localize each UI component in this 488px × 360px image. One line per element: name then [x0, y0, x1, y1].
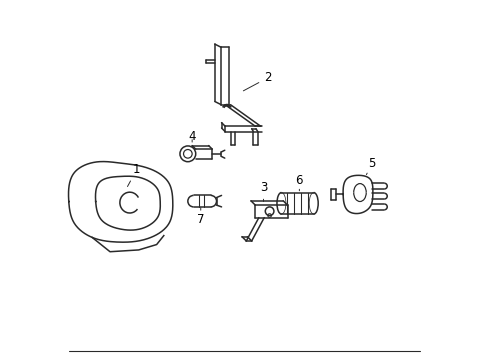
Text: 1: 1	[127, 163, 141, 186]
Text: 6: 6	[295, 174, 303, 191]
Text: 3: 3	[259, 181, 266, 202]
Text: 2: 2	[243, 71, 271, 91]
Text: 5: 5	[366, 157, 375, 175]
Text: 4: 4	[188, 130, 196, 144]
Text: 7: 7	[197, 208, 204, 226]
